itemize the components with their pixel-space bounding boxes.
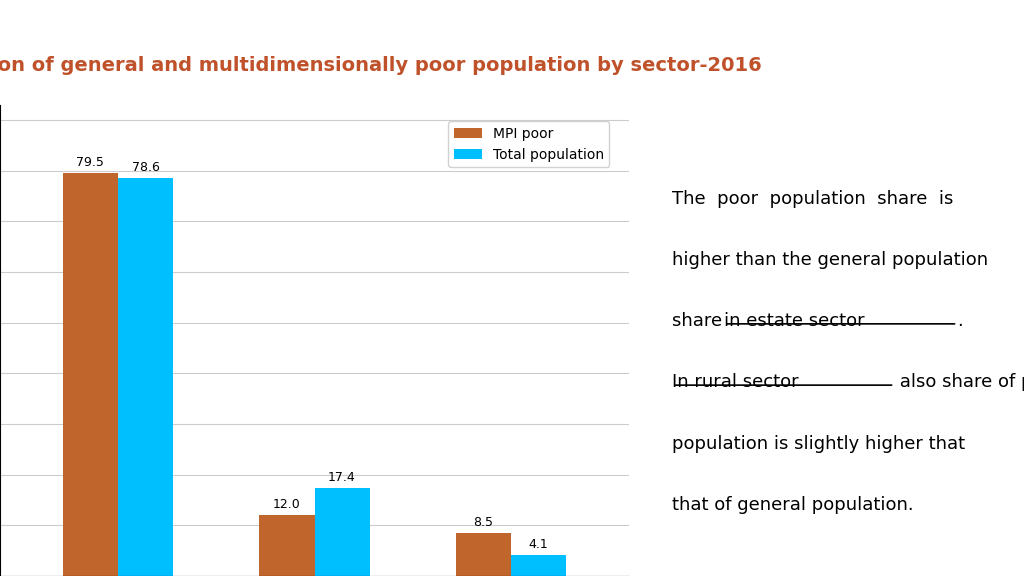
Text: higher than the general population: higher than the general population: [673, 251, 988, 269]
Text: share: share: [673, 312, 728, 330]
Bar: [259, 515, 314, 576]
Legend: MPI poor, Total population: MPI poor, Total population: [449, 121, 609, 167]
Bar: [511, 555, 566, 576]
Text: 8.5: 8.5: [473, 516, 494, 529]
Text: The  poor  population  share  is: The poor population share is: [673, 190, 954, 207]
Text: 78.6: 78.6: [131, 161, 160, 173]
Text: in estate sector: in estate sector: [724, 312, 865, 330]
Text: that of general population.: that of general population.: [673, 496, 914, 514]
Text: 17.4: 17.4: [328, 471, 356, 484]
Text: 79.5: 79.5: [77, 156, 104, 169]
Text: .: .: [957, 312, 964, 330]
Text: 12.0: 12.0: [273, 498, 301, 511]
Text: Distribution of general and multidimensionally poor population by sector-2016: Distribution of general and multidimensi…: [0, 56, 762, 74]
Text: ජනලේකන හා සංක්‍යාලේකන දෙපාර්තමේන්තුව - ශ්‍රී ලංකාව: ජනලේකන හා සංක්‍යාලේකන දෙපාර්තමේන්තුව - ශ…: [306, 26, 718, 41]
Text: தொகைமதிப்பு புள்ளிவிபரத் திணைக்களம் – இலங்கை: தொகைமதிப்பு புள்ளிவிபரத் திணைக்களம் – இல…: [336, 58, 688, 72]
Text: also share of poor: also share of poor: [895, 373, 1024, 391]
Text: In rural sector: In rural sector: [673, 373, 799, 391]
Bar: [118, 178, 173, 576]
Text: population is slightly higher that: population is slightly higher that: [673, 435, 966, 453]
Bar: [62, 173, 118, 576]
Bar: [456, 533, 511, 576]
Bar: [314, 488, 370, 576]
Text: 4.1: 4.1: [528, 538, 549, 551]
Text: DEPARTMENT OF CENSUS AND STATISTICS - SRI LANKA: DEPARTMENT OF CENSUS AND STATISTICS - SR…: [340, 88, 684, 101]
